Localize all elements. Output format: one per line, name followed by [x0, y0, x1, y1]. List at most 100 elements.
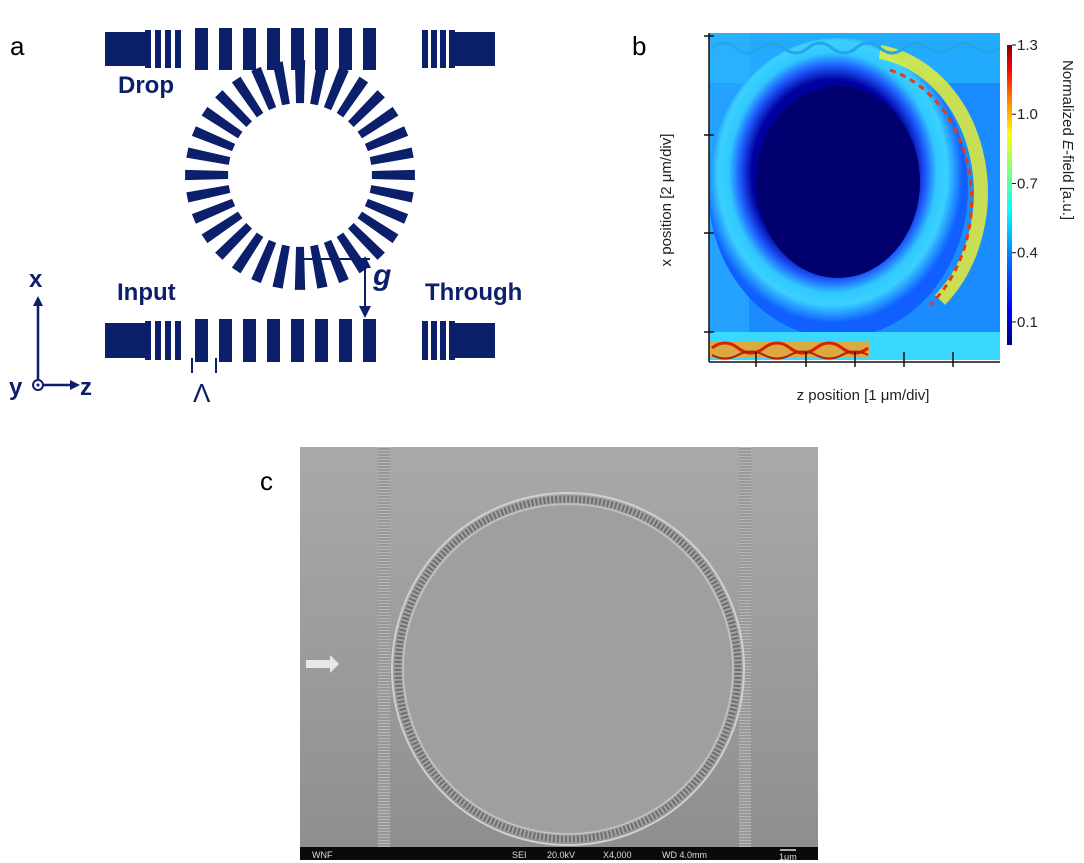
- ring-segment: [310, 244, 328, 289]
- x-axis-title: z position [1 μm/div]: [797, 387, 930, 404]
- ring-segment: [186, 147, 231, 165]
- ring-segment: [201, 211, 243, 244]
- grating-tooth: [315, 319, 328, 362]
- grating-tooth: [291, 319, 304, 362]
- bus-waveguide: [105, 319, 495, 362]
- taper-tooth: [175, 321, 181, 360]
- ring-segment: [364, 126, 409, 152]
- taper-tooth: [165, 321, 171, 360]
- ring-segment: [272, 61, 290, 106]
- ring-resonator: [185, 60, 415, 290]
- taper-block: [105, 323, 145, 358]
- taper-tooth: [422, 321, 428, 360]
- ring-segment: [310, 61, 328, 106]
- ring-segment: [371, 169, 415, 181]
- sem-image: WNF SEI 20.0kV X4,000 WD 4.0mm 1μm: [300, 447, 818, 862]
- taper-block: [455, 323, 495, 358]
- taper-tooth: [145, 321, 151, 360]
- grating-tooth: [267, 28, 280, 70]
- field-map-axes: [704, 33, 1000, 367]
- ring-segment: [357, 211, 399, 244]
- gap-indicator: g: [300, 256, 391, 318]
- taper-tooth: [449, 321, 455, 360]
- ring-segment: [215, 90, 252, 127]
- ring-segment: [215, 223, 252, 260]
- field-map: [709, 33, 1000, 360]
- ring-segment: [186, 185, 231, 203]
- coordinate-axes: x y z: [9, 266, 92, 401]
- colorbar-title: Normalized E-field [a.u.]: [1059, 60, 1076, 220]
- taper-tooth: [440, 321, 446, 360]
- ring-segment: [231, 232, 264, 274]
- axis-z-label: z: [80, 374, 92, 401]
- sem-voltage: 20.0kV: [547, 850, 575, 860]
- sem-magnification: X4,000: [603, 850, 632, 860]
- ring-segment: [336, 76, 369, 118]
- drop-waveguide: [105, 28, 495, 70]
- y-axis-title: x position [2 μm/div]: [658, 134, 675, 267]
- colorbar-tick-label: 0.7: [1017, 175, 1038, 192]
- grating-tooth: [219, 319, 232, 362]
- taper-tooth: [422, 30, 428, 68]
- panel-a-letter: a: [10, 31, 25, 61]
- ring-segment: [369, 147, 414, 165]
- drop-label: Drop: [118, 72, 174, 99]
- sem-scale-bar-label: 1μm: [779, 852, 797, 862]
- ring-segment: [272, 244, 290, 289]
- ring-segment: [348, 90, 385, 127]
- ring-segment: [348, 223, 385, 260]
- period-label: Λ: [193, 378, 211, 408]
- ring-segment: [251, 239, 277, 284]
- grating-tooth: [339, 28, 352, 70]
- colorbar-tick-label: 1.3: [1017, 37, 1038, 54]
- taper-tooth: [175, 30, 181, 68]
- panel-b: b: [632, 31, 1076, 404]
- panel-c: c WNF SEI 20.0kV X4,000 WD 4.0mm 1μm: [260, 447, 818, 862]
- ring-segment: [364, 198, 409, 224]
- panel-a: a Drop Input Through g Λ: [9, 28, 522, 408]
- ring-segment: [191, 126, 236, 152]
- ring-segment: [323, 239, 349, 284]
- colorbar-tick-label: 0.1: [1017, 314, 1038, 331]
- ring-segment: [336, 232, 369, 274]
- sem-info-bar: [300, 847, 818, 860]
- grating-tooth: [363, 28, 376, 70]
- sem-mode: SEI: [512, 850, 527, 860]
- ring-segment: [357, 106, 399, 139]
- colorbar: 1.3 1.0 0.7 0.4 0.1 Normalized E-field [a.u.…: [1007, 37, 1076, 345]
- grating-tooth: [195, 28, 208, 70]
- taper-tooth: [145, 30, 151, 68]
- grating-tooth: [363, 319, 376, 362]
- period-indicator: Λ: [191, 358, 217, 408]
- taper-tooth: [440, 30, 446, 68]
- through-label: Through: [425, 279, 522, 306]
- grating-tooth: [243, 28, 256, 70]
- grating-tooth: [219, 28, 232, 70]
- sem-working-distance: WD 4.0mm: [662, 850, 707, 860]
- grating-tooth: [291, 28, 304, 70]
- grating-tooth: [339, 319, 352, 362]
- ring-segment: [185, 169, 229, 181]
- grating-tooth: [267, 319, 280, 362]
- colorbar-tick-label: 1.0: [1017, 106, 1038, 123]
- grating-tooth: [315, 28, 328, 70]
- input-label: Input: [117, 279, 176, 306]
- taper-tooth: [155, 30, 161, 68]
- taper-tooth: [431, 30, 437, 68]
- panel-b-letter: b: [632, 31, 646, 61]
- sem-lab-label: WNF: [312, 850, 333, 860]
- gap-label: g: [372, 259, 391, 292]
- taper-tooth: [155, 321, 161, 360]
- ring-segment: [231, 76, 264, 118]
- taper-block: [105, 32, 145, 66]
- axis-x-label: x: [29, 266, 43, 293]
- ring-segment: [251, 66, 277, 111]
- ring-segment: [294, 60, 306, 104]
- ring-segment: [191, 198, 236, 224]
- taper-tooth: [165, 30, 171, 68]
- colorbar-tick-label: 0.4: [1017, 245, 1038, 262]
- grating-tooth: [243, 319, 256, 362]
- taper-tooth: [431, 321, 437, 360]
- panel-c-letter: c: [260, 466, 273, 496]
